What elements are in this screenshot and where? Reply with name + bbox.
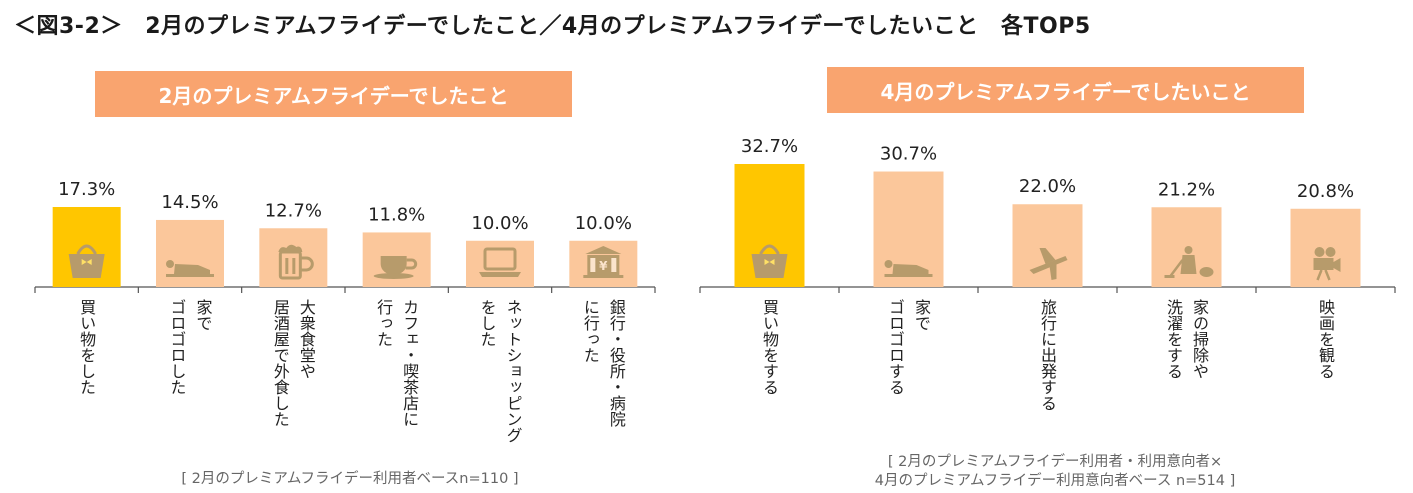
category-label: 行った (374, 299, 393, 347)
category-label: 居酒屋で外食した (271, 299, 290, 427)
chart-note-apr-line-1: [ 2月のプレミアムフライデー利用者・利用意向者× (887, 454, 1223, 470)
value-label: 20.8% (1297, 181, 1354, 202)
lying-person-icon (884, 260, 933, 277)
vacuum-cleaner-icon (1164, 246, 1214, 278)
beer-mug-icon (278, 244, 314, 280)
value-label: 10.0% (471, 213, 528, 234)
bar (1290, 208, 1361, 287)
category-label: 大衆食堂や (297, 299, 316, 379)
bank-icon: ¥ (583, 246, 624, 278)
movie-camera-icon (1313, 247, 1341, 281)
category-label: ゴロゴロする (886, 299, 905, 395)
category-label: カフェ・喫茶店に (400, 299, 419, 427)
value-label: 14.5% (161, 192, 218, 213)
bar (1012, 204, 1083, 287)
page-title: ＜図3-2＞ 2月のプレミアムフライデーでしたこと／4月のプレミアムフライデーで… (14, 14, 1091, 39)
category-label: 家で (194, 299, 213, 331)
category-label: 洗濯をする (1164, 299, 1183, 379)
category-label: ゴロゴロした (168, 299, 187, 395)
chart-note-apr: [ 2月のプレミアムフライデー利用者・利用意向者× 4月のプレミアムフライデー利… (820, 453, 1290, 491)
value-label: 21.2% (1158, 179, 1215, 200)
category-label: ネットショッピング (504, 299, 523, 443)
bag-icon (68, 244, 105, 278)
bag-icon (751, 244, 788, 278)
airplane-icon (1029, 248, 1068, 280)
value-label: 10.0% (575, 213, 632, 234)
category-label: をした (478, 299, 497, 347)
chart-note-feb: [ 2月のプレミアムフライデー利用者ベースn=110 ] (181, 471, 519, 487)
category-label: 家の掃除や (1190, 299, 1209, 379)
category-label: 買い物をした (77, 299, 96, 395)
chart-title-banner-feb: 2月のプレミアムフライデーでしたこと (95, 71, 572, 117)
svg-text:¥: ¥ (599, 259, 608, 273)
chart-note-apr-line-2: 4月のプレミアムフライデー利用意向者ベース n=514 ] (874, 473, 1236, 489)
category-label: 銀行・役所・病院 (607, 299, 626, 428)
chart-title-banner-apr: 4月のプレミアムフライデーでしたいこと (827, 67, 1304, 113)
value-label: 11.8% (368, 204, 425, 225)
coffee-cup-icon (373, 256, 418, 279)
value-label: 17.3% (58, 179, 115, 200)
category-label: に行った (581, 299, 600, 363)
lying-person-icon (166, 260, 214, 277)
category-label: 買い物をする (760, 299, 779, 395)
laptop-icon (479, 247, 521, 277)
value-label: 32.7% (741, 136, 798, 157)
value-label: 12.7% (265, 200, 322, 221)
category-label: 旅行に出発する (1038, 299, 1057, 411)
category-label: 映画を観る (1316, 299, 1335, 379)
value-label: 22.0% (1019, 176, 1076, 197)
category-label: 家で (912, 299, 931, 331)
value-label: 30.7% (880, 144, 937, 165)
